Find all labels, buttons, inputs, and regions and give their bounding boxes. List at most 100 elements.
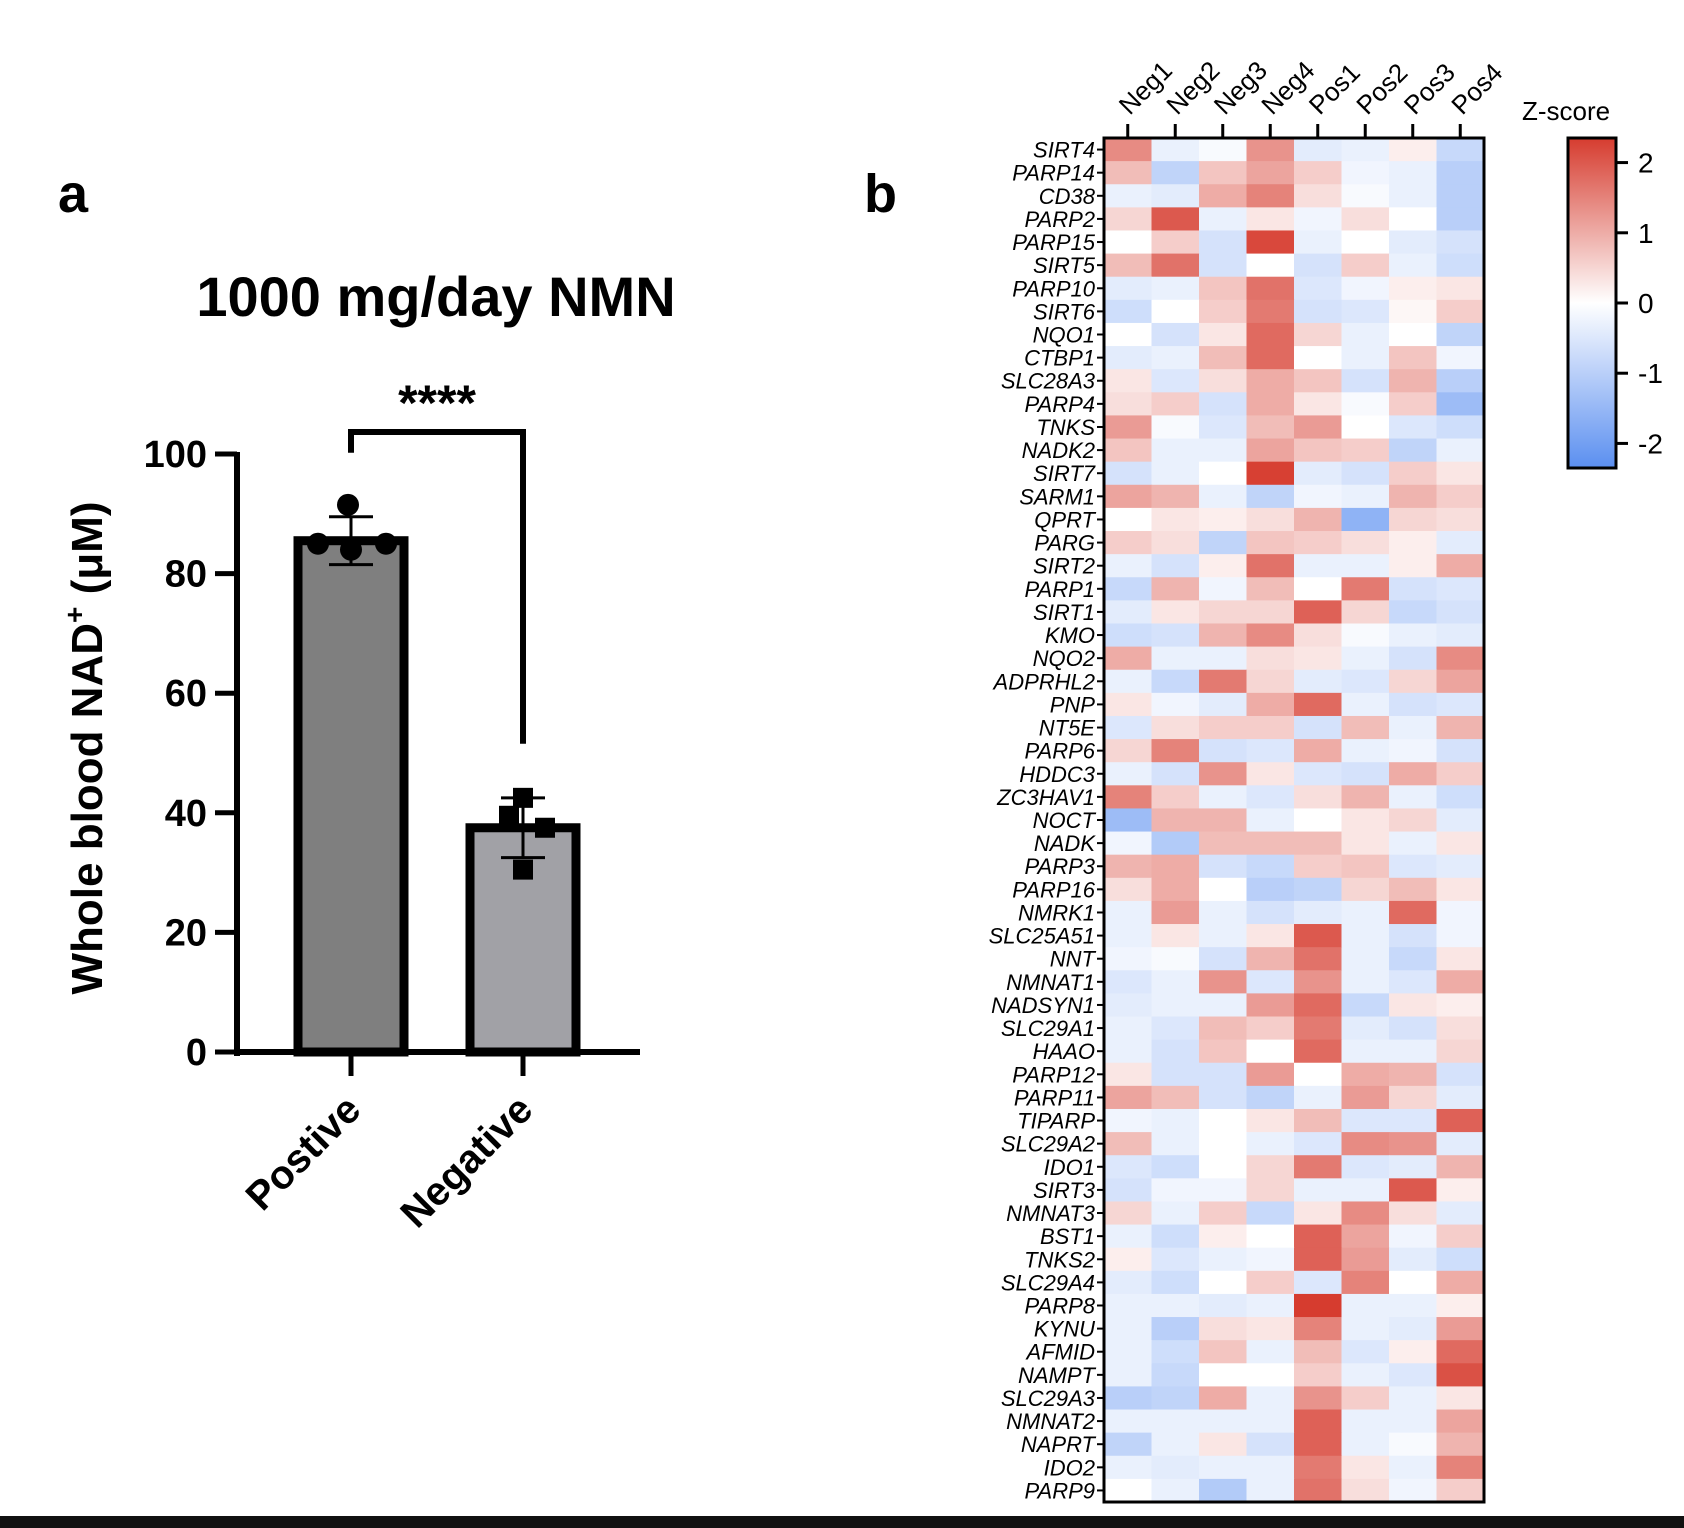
row-label-tnks2: TNKS2 — [1024, 1247, 1095, 1272]
heatmap-cell-cd38-neg4 — [1246, 184, 1295, 208]
column-label-pos4: Pos4 — [1445, 57, 1508, 120]
heatmap-cell-slc25a51-pos3 — [1389, 924, 1438, 948]
heatmap-cell-parp10-neg2 — [1151, 276, 1200, 301]
heatmap-cell-parp15-neg1 — [1104, 230, 1153, 255]
heatmap-cell-cd38-pos1 — [1294, 184, 1343, 208]
heatmap-cell-slc29a3-pos4 — [1436, 1386, 1485, 1411]
heatmap-cell-cd38-pos3 — [1389, 184, 1438, 208]
row-label-sarm1: SARM1 — [1019, 484, 1095, 509]
heatmap-cell-nmrk1-pos2 — [1341, 900, 1390, 925]
heatmap-cell-ido1-pos3 — [1389, 1155, 1438, 1179]
heatmap-cell-parp14-neg3 — [1199, 161, 1248, 185]
heatmap-cell-nqo2-neg4 — [1246, 646, 1295, 671]
heatmap-cell-parp3-pos2 — [1341, 854, 1390, 879]
row-label-slc29a2: SLC29A2 — [1001, 1132, 1095, 1157]
heatmap-cell-kmo-neg2 — [1151, 623, 1200, 648]
heatmap-cell-nqo1-pos1 — [1294, 322, 1343, 347]
heatmap-cell-afmid-pos2 — [1341, 1340, 1390, 1364]
row-label-nmnat2: NMNAT2 — [1006, 1409, 1095, 1434]
heatmap-cell-kynu-pos4 — [1436, 1317, 1485, 1341]
heatmap-cell-nmnat1-pos1 — [1294, 970, 1343, 994]
heatmap-cell-slc29a2-pos1 — [1294, 1132, 1343, 1156]
heatmap-cell-nqo2-pos1 — [1294, 646, 1343, 671]
row-label-naprt: NAPRT — [1021, 1432, 1097, 1457]
heatmap-cell-sirt2-pos1 — [1294, 554, 1343, 578]
heatmap-cell-kynu-neg4 — [1246, 1317, 1295, 1341]
heatmap-cell-afmid-neg1 — [1104, 1340, 1153, 1364]
column-label-pos2: Pos2 — [1350, 57, 1413, 120]
column-label-neg1: Neg1 — [1113, 55, 1178, 120]
heatmap-cell-tiparp-pos1 — [1294, 1108, 1343, 1133]
heatmap-cell-parp12-neg2 — [1151, 1062, 1200, 1087]
heatmap-cell-afmid-pos1 — [1294, 1340, 1343, 1364]
heatmap-cell-parp10-pos4 — [1436, 276, 1485, 301]
heatmap-cell-naprt-neg1 — [1104, 1432, 1153, 1457]
heatmap-cell-tnks-pos2 — [1341, 415, 1390, 440]
heatmap-cell-parg-pos2 — [1341, 531, 1390, 555]
heatmap-cell-sirt3-pos3 — [1389, 1178, 1438, 1203]
row-label-nmnat1: NMNAT1 — [1006, 970, 1095, 995]
row-label-kmo: KMO — [1045, 623, 1095, 648]
heatmap-cell-nnt-neg3 — [1199, 947, 1248, 971]
heatmap-cell-ctbp1-pos3 — [1389, 346, 1438, 370]
heatmap-cell-nqo2-neg1 — [1104, 646, 1153, 671]
colorbar-tick-label: -2 — [1638, 428, 1663, 459]
heatmap-cell-nqo2-pos4 — [1436, 646, 1485, 671]
heatmap-cell-cd38-neg1 — [1104, 184, 1153, 208]
row-label-nadsyn1: NADSYN1 — [991, 993, 1095, 1018]
heatmap-cell-kynu-pos2 — [1341, 1317, 1390, 1341]
row-label-parp9: PARP9 — [1024, 1478, 1095, 1503]
heatmap-cell-parg-pos3 — [1389, 531, 1438, 555]
heatmap-cell-qprt-neg1 — [1104, 507, 1153, 532]
heatmap-cell-parp9-neg4 — [1246, 1478, 1295, 1503]
heatmap-cell-parp11-neg4 — [1246, 1085, 1295, 1110]
heatmap-cell-sirt7-neg2 — [1151, 461, 1200, 486]
heatmap-cell-tnks-pos3 — [1389, 415, 1438, 440]
heatmap-cell-sirt1-pos1 — [1294, 600, 1343, 625]
data-point — [340, 538, 362, 561]
heatmap-cell-ido2-neg4 — [1246, 1455, 1295, 1480]
heatmap-cell-parp1-pos4 — [1436, 577, 1485, 601]
x-category-label: Negative — [392, 1087, 541, 1236]
heatmap-cell-slc28a3-neg4 — [1246, 369, 1295, 393]
heatmap-cell-nmnat1-neg4 — [1246, 970, 1295, 994]
row-label-pnp: PNP — [1050, 692, 1096, 717]
panel-a-bar-chart: a 1000 mg/day NMN 0 20 40 60 80 100 Postive Neg… — [58, 164, 676, 1236]
heatmap-cell-zc3hav1-pos2 — [1341, 785, 1390, 810]
heatmap-cell-hddc3-pos2 — [1341, 762, 1390, 786]
heatmap-cell-adprhl2-pos4 — [1436, 669, 1485, 694]
heatmap-cell-parp15-neg2 — [1151, 230, 1200, 255]
heatmap-cell-parp3-pos4 — [1436, 854, 1485, 879]
heatmap-cell-sirt5-pos4 — [1436, 253, 1485, 278]
column-label-neg2: Neg2 — [1160, 55, 1225, 120]
heatmap-cell-sirt2-pos2 — [1341, 554, 1390, 578]
heatmap-cell-cd38-neg3 — [1199, 184, 1248, 208]
heatmap-cell-pnp-pos2 — [1341, 692, 1390, 717]
heatmap-cell-nadk2-pos1 — [1294, 438, 1343, 463]
heatmap-cell-slc29a3-pos1 — [1294, 1386, 1343, 1411]
heatmap-cell-haao-neg1 — [1104, 1039, 1153, 1064]
heatmap-cell-slc25a51-pos1 — [1294, 924, 1343, 948]
panel-b-heatmap: b SIRT4PARP14CD38PARP2PARP15SIRT5PARP10S… — [864, 55, 1508, 1504]
heatmap-cell-nmnat3-pos1 — [1294, 1201, 1343, 1226]
heatmap-cell-ido2-pos3 — [1389, 1455, 1438, 1480]
heatmap-cell-noct-neg1 — [1104, 808, 1153, 833]
heatmap-cell-sirt7-pos3 — [1389, 461, 1438, 486]
heatmap-cell-parp14-neg2 — [1151, 161, 1200, 185]
heatmap-cell-parp4-pos4 — [1436, 392, 1485, 417]
heatmap-cell-tnks-neg3 — [1199, 415, 1248, 440]
heatmap-cell-parp1-pos1 — [1294, 577, 1343, 601]
heatmap-cell-nampt-pos1 — [1294, 1363, 1343, 1388]
heatmap-cell-parp6-neg3 — [1199, 739, 1248, 763]
row-label-parp6: PARP6 — [1024, 739, 1095, 764]
heatmap-cell-nqo1-pos2 — [1341, 322, 1390, 347]
heatmap-cell-adprhl2-neg3 — [1199, 669, 1248, 694]
heatmap-cell-parp4-pos1 — [1294, 392, 1343, 417]
heatmap-cell-nadsyn1-neg2 — [1151, 993, 1200, 1018]
heatmap-cell-parp3-pos1 — [1294, 854, 1343, 879]
heatmap-cell-nqo2-neg3 — [1199, 646, 1248, 671]
row-label-parp11: PARP11 — [1014, 1085, 1095, 1110]
panel-a-letter: a — [58, 164, 89, 224]
heatmap-cell-bst1-pos4 — [1436, 1224, 1485, 1249]
heatmap-cell-sirt1-pos2 — [1341, 600, 1390, 625]
